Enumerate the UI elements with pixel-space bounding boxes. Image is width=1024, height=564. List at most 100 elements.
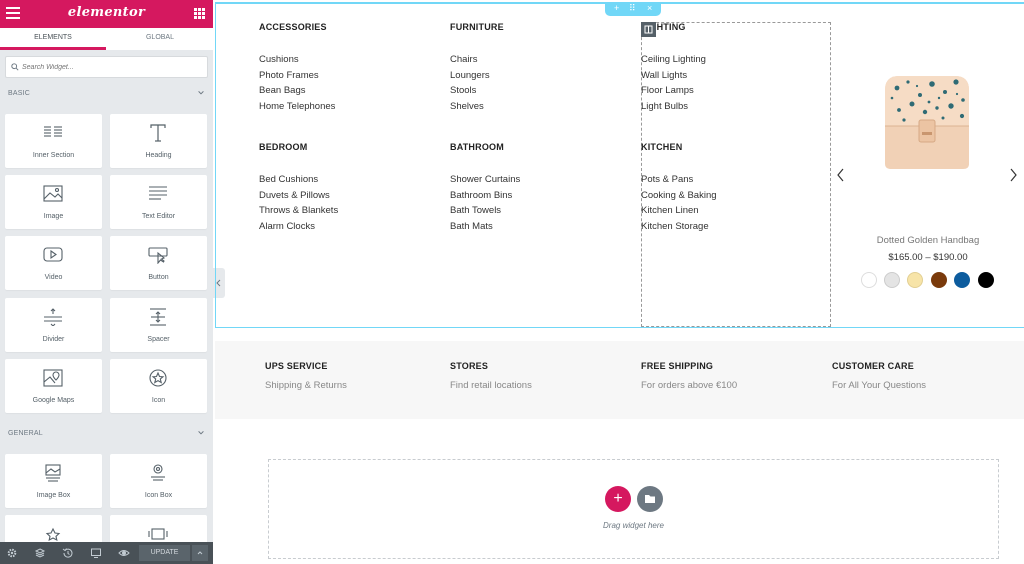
widget-label: Button (148, 274, 169, 281)
menu-link[interactable]: Cooking & Baking (641, 189, 717, 201)
menu-link[interactable]: Shower Curtains (450, 174, 521, 185)
widget-video[interactable]: Video (5, 236, 102, 290)
service-text: Shipping & Returns (265, 380, 347, 391)
tab-global[interactable]: GLOBAL (145, 34, 174, 41)
widget-image-box[interactable]: Image Box (5, 454, 102, 508)
menu-link[interactable]: Light Bulbs (641, 101, 689, 113)
widget-image[interactable]: Image (5, 175, 102, 229)
widget-text-editor[interactable]: Text Editor (110, 175, 207, 229)
add-section-dropzone[interactable] (268, 459, 999, 559)
video-icon (43, 247, 63, 262)
widget-label: Video (44, 274, 63, 281)
elementor-panel: elementor ELEMENTS GLOBAL BASIC Inner Se… (0, 0, 213, 564)
update-options-button[interactable] (192, 545, 208, 561)
widget-inner-section[interactable]: Inner Section (5, 114, 102, 168)
color-swatch-brown[interactable] (931, 272, 947, 288)
service-title: STORES (450, 361, 489, 371)
color-swatch-white[interactable] (861, 272, 877, 288)
gear-icon[interactable] (6, 547, 18, 559)
widget-divider[interactable]: Divider (5, 298, 102, 352)
widget-label: Heading (145, 152, 172, 159)
menu-link[interactable]: Ceiling Lighting (641, 54, 706, 65)
menu-heading: FURNITURE (450, 22, 504, 32)
tab-elements[interactable]: ELEMENTS (0, 28, 106, 50)
menu-link[interactable]: Shelves (450, 101, 484, 113)
menu-link[interactable]: Throws & Blankets (259, 205, 339, 217)
menu-link[interactable]: Floor Lamps (641, 85, 694, 97)
search-input[interactable] (22, 59, 202, 75)
color-swatch-grey[interactable] (884, 272, 900, 288)
menu-link[interactable]: Stools (450, 85, 477, 97)
widget-button[interactable]: Button (110, 236, 207, 290)
menu-link[interactable]: Bed Cushions (259, 174, 319, 185)
add-new-section-button[interactable]: + (605, 486, 631, 512)
widget-icon[interactable]: Icon (110, 359, 207, 413)
category-general[interactable]: GENERAL (8, 430, 208, 437)
add-section-icon[interactable]: + (614, 3, 620, 13)
widgets-grid-icon[interactable] (194, 8, 205, 19)
widget-label: Spacer (147, 336, 170, 343)
widget-heading[interactable]: Heading (110, 114, 207, 168)
color-swatch-blue[interactable] (954, 272, 970, 288)
service-stores: STORES Find retail locations (450, 361, 532, 391)
menu-link[interactable]: Kitchen Storage (641, 221, 709, 233)
chevron-left-icon (216, 279, 221, 287)
menu-link[interactable]: Loungers (450, 69, 490, 81)
widget-spacer[interactable]: Spacer (110, 298, 207, 352)
icon-box-icon (151, 464, 165, 481)
update-button[interactable]: UPDATE (139, 545, 190, 561)
menu-link[interactable]: Bath Mats (450, 221, 493, 233)
menu-heading: KITCHEN (641, 142, 683, 152)
eye-icon[interactable] (118, 547, 130, 559)
selected-column-outline (641, 22, 831, 327)
column-icon (644, 25, 653, 34)
edit-column-button[interactable] (641, 22, 656, 37)
widget-label: Image (43, 213, 64, 220)
carousel-prev-icon[interactable] (836, 168, 846, 182)
menu-link[interactable]: Wall Lights (641, 69, 688, 81)
menu-heading: BATHROOM (450, 142, 504, 152)
menu-link[interactable]: Bath Towels (450, 205, 502, 217)
menu-link[interactable]: Chairs (450, 54, 478, 65)
product-title[interactable]: Dotted Golden Handbag (876, 235, 980, 246)
menu-link[interactable]: Bathroom Bins (450, 189, 513, 201)
search-icon (11, 63, 19, 71)
color-swatch-black[interactable] (978, 272, 994, 288)
color-swatch-cream[interactable] (907, 272, 923, 288)
category-basic[interactable]: BASIC (8, 90, 208, 97)
widget-google-maps[interactable]: Google Maps (5, 359, 102, 413)
carousel-next-icon[interactable] (1008, 168, 1018, 182)
services-section: UPS SERVICE Shipping & Returns STORES Fi… (215, 341, 1024, 419)
inner-section-icon (44, 126, 62, 137)
service-title: FREE SHIPPING (641, 361, 714, 371)
chevron-down-icon (198, 431, 204, 435)
menu-link[interactable]: Home Telephones (259, 101, 336, 113)
google-maps-icon (43, 369, 63, 387)
menu-link[interactable]: Alarm Clocks (259, 221, 315, 233)
collapse-panel-button[interactable] (213, 268, 225, 298)
widget-icon-box[interactable]: Icon Box (110, 454, 207, 508)
text-editor-icon (149, 186, 167, 200)
menu-heading: ACCESSORIES (259, 22, 327, 32)
responsive-mode-icon[interactable] (90, 547, 102, 559)
panel-footer: UPDATE (0, 542, 213, 564)
menu-link[interactable]: Pots & Pans (641, 174, 694, 185)
menu-link[interactable]: Bean Bags (259, 85, 306, 97)
service-free-shipping: FREE SHIPPING For orders above €100 (641, 361, 737, 391)
product-image[interactable] (877, 70, 977, 170)
history-icon[interactable] (62, 547, 74, 559)
drag-section-icon[interactable]: ⠿ (629, 3, 636, 13)
menu-link[interactable]: Photo Frames (259, 69, 319, 81)
add-template-button[interactable] (637, 486, 663, 512)
menu-link[interactable]: Cushions (259, 54, 299, 65)
menu-link[interactable]: Kitchen Linen (641, 205, 699, 217)
spacer-icon (150, 308, 166, 326)
category-label: BASIC (8, 90, 31, 97)
service-title: CUSTOMER CARE (832, 361, 914, 371)
image-icon (43, 185, 63, 202)
delete-section-icon[interactable]: × (647, 3, 653, 13)
navigator-icon[interactable] (34, 547, 46, 559)
menu-column-kitchen: KITCHEN Pots & Pans Cooking & Baking Kit… (641, 142, 717, 235)
menu-icon[interactable] (6, 7, 20, 21)
menu-link[interactable]: Duvets & Pillows (259, 189, 330, 201)
